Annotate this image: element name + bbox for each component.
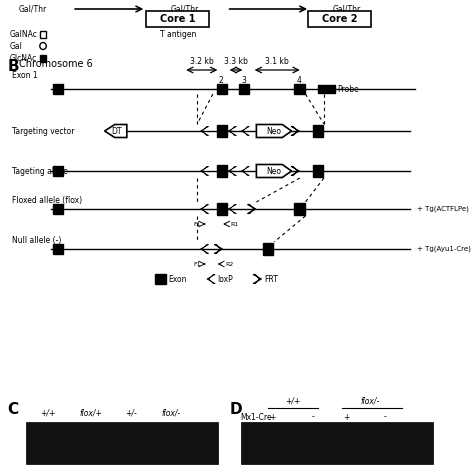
- Text: Null allele (-): Null allele (-): [12, 236, 62, 245]
- Text: loxP: loxP: [218, 274, 233, 283]
- FancyArrow shape: [256, 125, 292, 137]
- Text: 3: 3: [241, 76, 246, 85]
- Text: T antigen: T antigen: [160, 29, 196, 38]
- Bar: [239, 84, 249, 94]
- Bar: [53, 244, 63, 254]
- Text: GalNAc: GalNAc: [9, 29, 37, 38]
- Bar: [40, 55, 46, 62]
- Polygon shape: [247, 204, 256, 213]
- Text: DT: DT: [111, 127, 122, 136]
- FancyArrow shape: [105, 125, 127, 137]
- Text: + Tg(Ayu1-Cre): + Tg(Ayu1-Cre): [417, 246, 470, 252]
- Text: -: -: [311, 412, 314, 421]
- Bar: [155, 274, 166, 284]
- Text: Targeting vector: Targeting vector: [12, 127, 74, 136]
- Text: Core 1: Core 1: [160, 14, 195, 24]
- Bar: [294, 84, 304, 94]
- Text: Mx1-Cre: Mx1-Cre: [241, 412, 272, 421]
- Circle shape: [40, 43, 46, 49]
- Bar: [53, 84, 63, 94]
- Bar: [217, 125, 227, 137]
- Text: Tageting allele: Tageting allele: [12, 166, 68, 175]
- Text: C: C: [8, 402, 18, 417]
- Text: +/-: +/-: [126, 408, 137, 417]
- Polygon shape: [214, 245, 223, 254]
- Text: +: +: [269, 412, 275, 421]
- FancyArrow shape: [256, 164, 292, 177]
- Text: Core 2: Core 2: [322, 14, 357, 24]
- Text: + Tg(ACTFLPe): + Tg(ACTFLPe): [417, 206, 468, 212]
- Polygon shape: [228, 204, 237, 213]
- Polygon shape: [241, 127, 249, 136]
- Text: +/+: +/+: [285, 396, 300, 405]
- Polygon shape: [291, 127, 300, 136]
- Polygon shape: [201, 204, 209, 213]
- Polygon shape: [201, 127, 209, 136]
- Text: 3.2 kb: 3.2 kb: [190, 57, 214, 66]
- Polygon shape: [207, 274, 215, 283]
- Bar: [308, 11, 371, 27]
- Bar: [40, 30, 46, 37]
- Polygon shape: [228, 127, 237, 136]
- Bar: [217, 84, 227, 94]
- Text: GlcNAc: GlcNAc: [9, 54, 36, 63]
- Bar: [53, 166, 63, 176]
- Text: -: -: [383, 412, 386, 421]
- Bar: [26, 422, 219, 464]
- Text: Chromosome 6: Chromosome 6: [18, 59, 92, 69]
- Bar: [241, 422, 433, 464]
- Text: D: D: [229, 402, 242, 417]
- Bar: [146, 11, 209, 27]
- Text: 3.1 kb: 3.1 kb: [265, 57, 289, 66]
- Text: +: +: [343, 412, 349, 421]
- Polygon shape: [228, 166, 237, 175]
- Text: Gal: Gal: [9, 42, 22, 51]
- Text: 3.3 kb: 3.3 kb: [224, 57, 248, 66]
- Text: +/+: +/+: [40, 408, 56, 417]
- Text: Gal/Thr: Gal/Thr: [333, 4, 361, 13]
- Bar: [313, 165, 323, 177]
- Text: F1: F1: [193, 262, 201, 266]
- Text: R2: R2: [225, 262, 233, 266]
- Text: Neo: Neo: [266, 166, 282, 175]
- Text: 4: 4: [297, 76, 301, 85]
- Text: FRT: FRT: [264, 274, 278, 283]
- Bar: [313, 125, 323, 137]
- Text: flox/-: flox/-: [361, 396, 380, 405]
- Bar: [217, 203, 227, 215]
- Polygon shape: [291, 166, 300, 175]
- Bar: [294, 203, 304, 215]
- Text: Floxed allele (flox): Floxed allele (flox): [12, 196, 82, 205]
- Polygon shape: [253, 274, 262, 283]
- Text: Exon 1: Exon 1: [12, 71, 37, 80]
- Text: flox/+: flox/+: [79, 408, 102, 417]
- Text: Exon: Exon: [168, 274, 187, 283]
- Text: F1: F1: [193, 221, 201, 227]
- Text: Gal/Thr: Gal/Thr: [18, 4, 46, 13]
- Text: R1: R1: [230, 221, 238, 227]
- Text: Probe: Probe: [337, 84, 359, 93]
- Bar: [263, 243, 273, 255]
- Bar: [319, 85, 335, 93]
- Text: 2: 2: [219, 76, 224, 85]
- Text: Neo: Neo: [266, 127, 282, 136]
- Text: Gal/Thr: Gal/Thr: [171, 4, 199, 13]
- Bar: [53, 204, 63, 214]
- Bar: [217, 165, 227, 177]
- Polygon shape: [201, 245, 209, 254]
- Polygon shape: [201, 166, 209, 175]
- Text: B: B: [8, 59, 19, 74]
- Polygon shape: [241, 166, 249, 175]
- Text: flox/-: flox/-: [162, 408, 181, 417]
